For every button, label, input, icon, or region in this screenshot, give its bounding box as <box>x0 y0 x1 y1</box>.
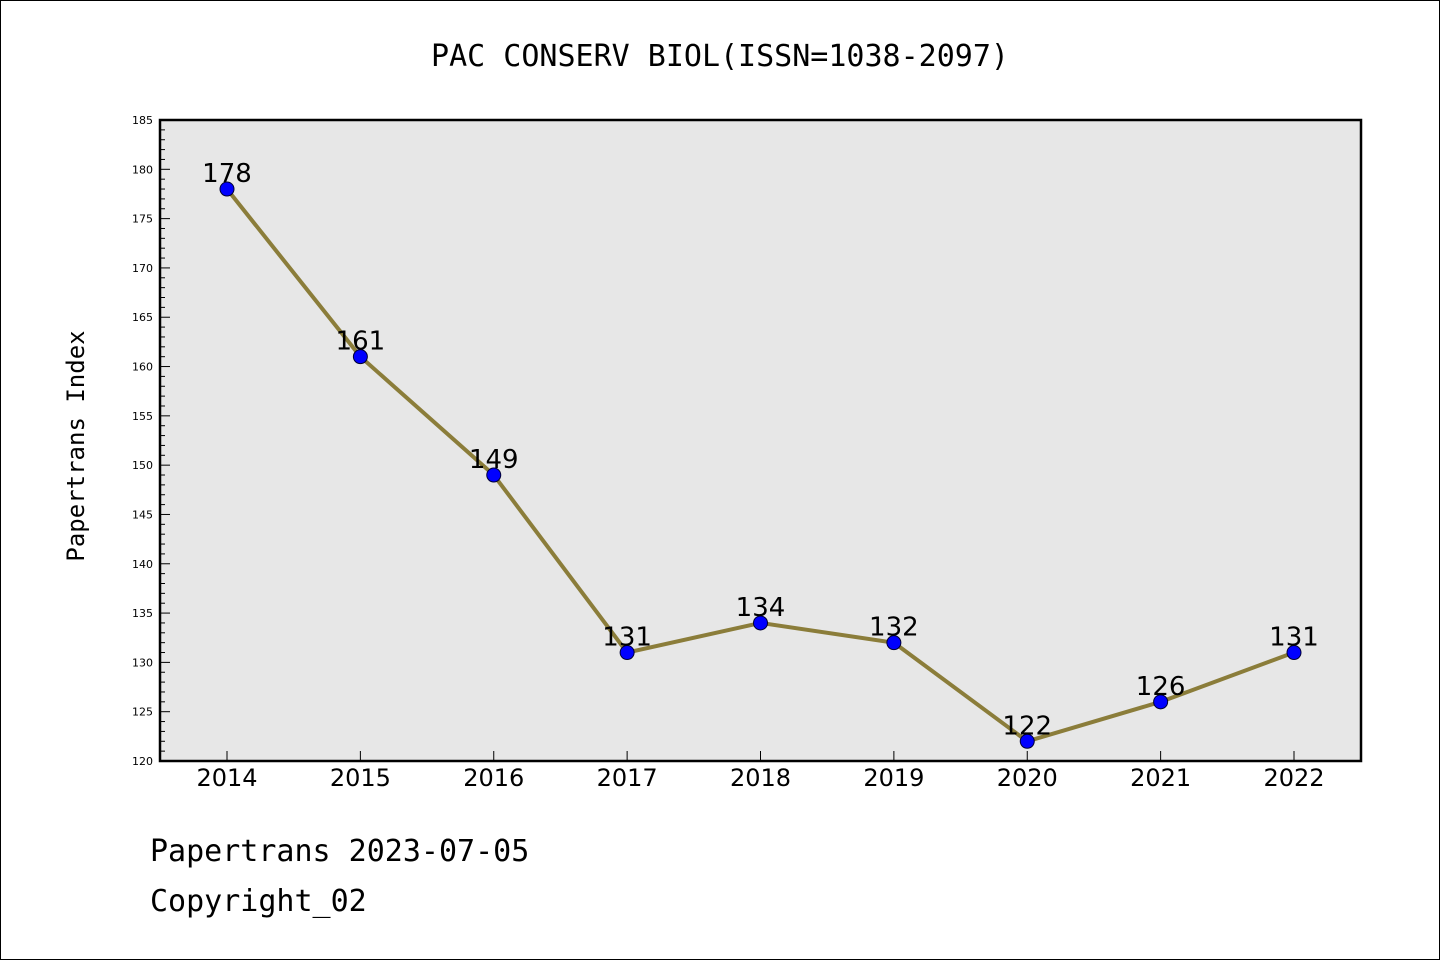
y-tick-label: 135 <box>132 607 153 620</box>
x-tick-label: 2017 <box>597 764 658 792</box>
y-axis: 120 125 130 135 140 145 150 155 160 165 170 175 180 1… <box>132 114 170 768</box>
data-label: 149 <box>469 445 519 475</box>
data-label: 122 <box>1002 711 1052 741</box>
plot-border <box>158 118 1363 763</box>
x-tick-label: 2016 <box>463 764 524 792</box>
y-tick-label: 175 <box>132 213 153 226</box>
data-point <box>219 181 235 197</box>
data-point <box>1019 733 1035 749</box>
x-tick-label: 2014 <box>196 764 257 792</box>
x-tick-label: 2015 <box>330 764 391 792</box>
data-point <box>886 635 902 651</box>
data-label: 131 <box>602 623 652 653</box>
markers-group <box>219 181 1302 749</box>
y-tick-label: 120 <box>132 755 153 768</box>
data-labels-group: 178 161 149 131 134 132 122 126 131 <box>202 159 1319 741</box>
y-tick-label: 140 <box>132 558 153 571</box>
data-point <box>352 349 368 365</box>
y-tick-label: 180 <box>132 163 153 176</box>
data-label: 126 <box>1136 672 1186 702</box>
x-tick-label: 2022 <box>1263 764 1324 792</box>
data-point <box>753 615 768 631</box>
y-tick-label: 155 <box>132 410 153 423</box>
y-tick-label: 125 <box>132 706 153 719</box>
y-tick-label: 145 <box>132 508 153 521</box>
y-tick-label: 150 <box>132 459 153 472</box>
y-tick-label: 185 <box>132 114 153 127</box>
y-tick-label: 130 <box>132 656 153 669</box>
chart-title: PAC CONSERV BIOL(ISSN=1038-2097) <box>431 39 1009 74</box>
data-point <box>619 645 635 661</box>
x-tick-label: 2019 <box>863 764 924 792</box>
data-label: 131 <box>1269 623 1319 653</box>
x-axis: 2014 2015 2016 2017 2018 2019 2020 2021 2022 <box>196 751 1325 792</box>
plot-area <box>160 120 1361 761</box>
footer-copyright: Copyright_02 <box>150 884 367 919</box>
data-label: 161 <box>336 327 386 357</box>
x-tick-label: 2020 <box>997 764 1058 792</box>
data-point <box>486 467 502 483</box>
data-point <box>1286 645 1302 661</box>
footer-date: Papertrans 2023-07-05 <box>150 834 530 869</box>
y-tick-label: 160 <box>132 361 153 374</box>
y-tick-label: 165 <box>132 311 153 324</box>
y-axis-label: Papertrans Index <box>62 330 90 561</box>
data-label: 178 <box>202 159 252 189</box>
y-tick-label: 170 <box>132 262 153 275</box>
x-tick-label: 2021 <box>1130 764 1191 792</box>
data-label: 132 <box>869 613 919 643</box>
x-tick-label: 2018 <box>730 764 791 792</box>
data-label: 134 <box>736 593 786 623</box>
data-point <box>1153 694 1169 710</box>
